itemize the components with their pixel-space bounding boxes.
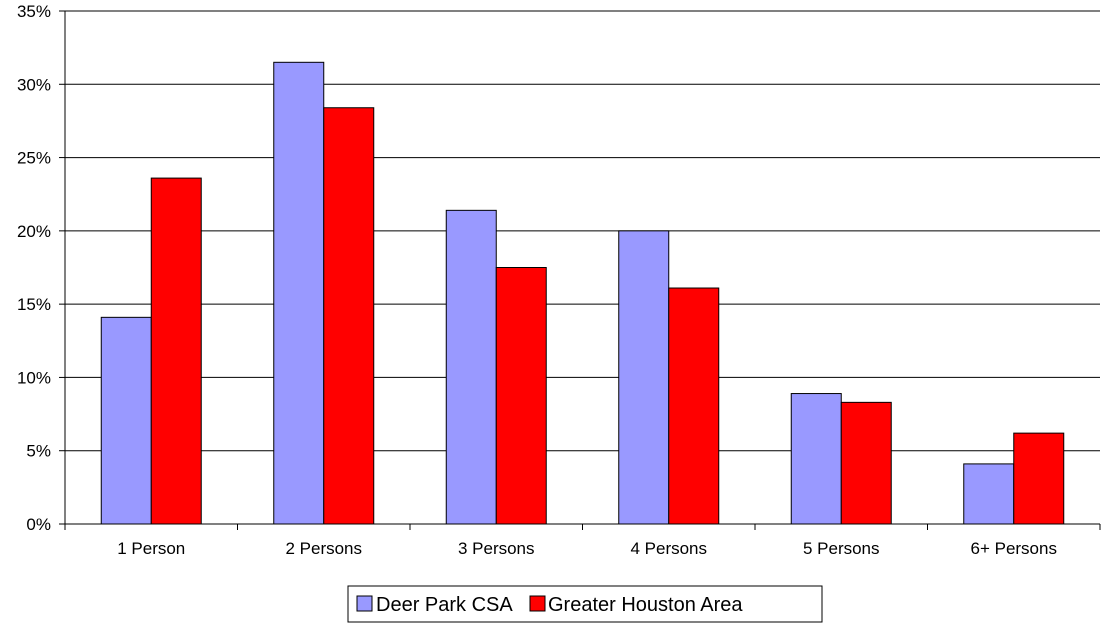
y-tick-label: 35% (17, 2, 51, 21)
bar-greater-houston (840, 401, 892, 525)
bar-greater-houston (150, 177, 202, 525)
x-tick-label: 5 Persons (803, 539, 880, 558)
x-tick-label: 2 Persons (285, 539, 362, 558)
y-tick-label: 0% (26, 515, 51, 534)
bar-deer-park (618, 230, 670, 525)
legend-label-deer-park: Deer Park CSA (376, 594, 513, 616)
bar-deer-park (445, 209, 497, 525)
gridlines (65, 10, 1100, 452)
bar-greater-houston (323, 107, 375, 525)
legend: Deer Park CSA Greater Houston Area (347, 585, 823, 623)
bar-deer-park (100, 316, 152, 525)
x-tick-label: 1 Person (117, 539, 185, 558)
legend-swatch-greater-houston (529, 595, 546, 612)
x-tick-label: 3 Persons (458, 539, 535, 558)
y-tick-label: 20% (17, 222, 51, 241)
legend-swatch-deer-park (356, 595, 373, 612)
legend-label-greater-houston: Greater Houston Area (548, 594, 743, 616)
y-tick-label: 30% (17, 75, 51, 94)
bar-greater-houston (1013, 432, 1065, 525)
bar-deer-park (273, 61, 325, 525)
axes (64, 11, 1100, 525)
x-tick-label: 6+ Persons (971, 539, 1057, 558)
bars (100, 61, 1065, 525)
y-tick-label: 10% (17, 368, 51, 387)
y-axis-ticks: 0% 5% 10% 15% 20% 25% 30% 35% (17, 2, 65, 534)
bar-deer-park (790, 393, 842, 525)
x-tick-label: 4 Persons (630, 539, 707, 558)
bar-greater-houston (495, 267, 547, 525)
legend-box (347, 585, 823, 623)
y-tick-label: 25% (17, 149, 51, 168)
y-tick-label: 15% (17, 295, 51, 314)
y-tick-label: 5% (26, 442, 51, 461)
bar-deer-park (963, 463, 1015, 525)
x-axis-ticks: 1 Person 2 Persons 3 Persons 4 Persons 5 Per… (64, 524, 1101, 558)
bar-greater-houston (668, 287, 720, 525)
